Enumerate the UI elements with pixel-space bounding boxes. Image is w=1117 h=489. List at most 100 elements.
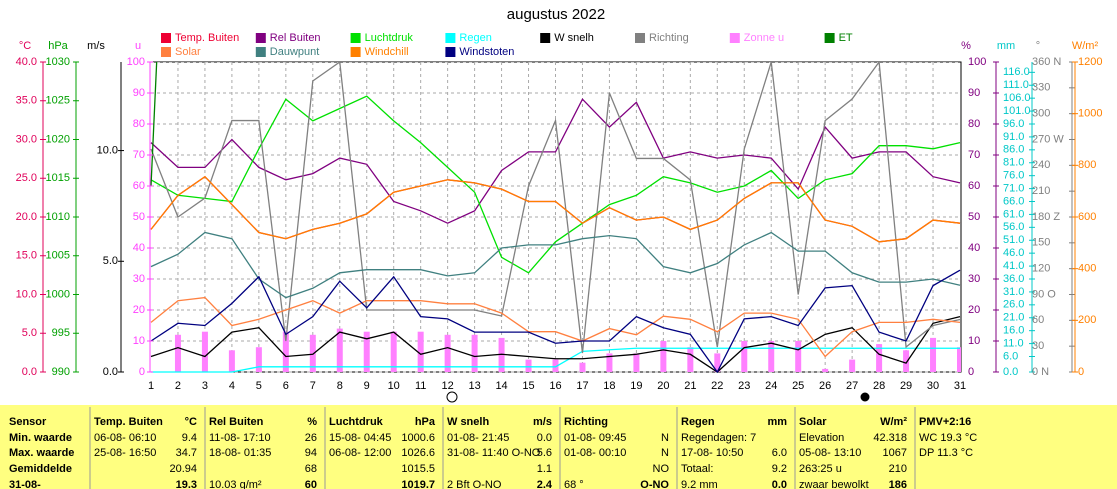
cell-value: N (661, 447, 669, 459)
x-tick-label: 22 (711, 380, 723, 392)
cell-value: 1015.5 (401, 463, 435, 475)
y-tick-label: 31.0 (1003, 286, 1024, 298)
x-tick-label: 1 (148, 380, 154, 392)
legend-swatch (445, 47, 456, 57)
y-tick-label: 995 (52, 327, 70, 339)
legend-swatch (729, 33, 740, 43)
cell-value: 94 (305, 447, 317, 459)
legend-swatch (635, 33, 645, 43)
y-tick-label: 1005 (46, 250, 70, 262)
bar (687, 347, 694, 372)
y-tick-label: 61.0 (1003, 208, 1024, 220)
y-tick-label: 1025 (46, 95, 70, 107)
y-tick-label: 51.0 (1003, 234, 1024, 246)
column-title: Regen (681, 416, 715, 428)
cell-label: 31-08- 11:40 O-NO (447, 447, 541, 459)
legend-label: Richting (649, 32, 689, 44)
table-background (0, 405, 1117, 489)
y-tick-label: 30 (968, 273, 980, 285)
x-tick-label: 20 (657, 380, 669, 392)
bar (417, 331, 424, 372)
y-tick-label: 270 W (1032, 133, 1064, 145)
y-tick-label: 30 (133, 273, 145, 285)
legend-swatch (824, 33, 835, 43)
y-tick-label: 5.0 (103, 255, 118, 267)
cell-value: 60 (305, 479, 317, 489)
legend-label: Rel Buiten (270, 32, 321, 44)
column-unit: m/s (533, 416, 552, 428)
y-tick-label: 10 (968, 335, 980, 347)
y-tick-label: 990 (52, 366, 70, 378)
chart-title: augustus 2022 (507, 6, 605, 23)
y-tick-label: 60 (133, 180, 145, 192)
y-tick-label: 106.0 (1003, 92, 1031, 104)
y-tick-label: 25.0 (16, 172, 37, 184)
y-tick-label: 90 (968, 87, 980, 99)
y-tick-label: 40 (133, 242, 145, 254)
y-tick-label: 800 (1078, 159, 1096, 171)
line (150, 296, 961, 358)
column-title: Temp. Buiten (94, 416, 163, 428)
y-tick-label: 0 N (1032, 366, 1049, 378)
bar (390, 331, 397, 372)
x-tick-label: 15 (522, 380, 534, 392)
bar (795, 341, 802, 372)
cell-value: 0.0 (772, 479, 787, 489)
bar (660, 341, 667, 372)
cell-label: WC 19.3 °C (919, 432, 977, 444)
x-tick-label: 28 (873, 380, 885, 392)
cell-label: Min. waarde (9, 432, 72, 444)
bar (930, 337, 937, 372)
bar (444, 334, 451, 372)
bar (768, 341, 775, 372)
legend-swatch (161, 33, 171, 43)
cell-value: 210 (889, 463, 907, 475)
axis-unit: u (135, 40, 141, 52)
y-tick-label: 1000 (1078, 108, 1102, 120)
column-title: PMV+2:16 (919, 416, 971, 428)
y-tick-label: 0 (1078, 366, 1084, 378)
bar (336, 328, 343, 372)
axis-unit: hPa (48, 40, 68, 52)
x-tick-label: 14 (495, 380, 507, 392)
cell-label: 15-08- 04:45 (329, 432, 391, 444)
cell-label: 10.03 g/m² (209, 479, 262, 489)
cell-value: 9.4 (182, 432, 197, 444)
bar (579, 362, 586, 372)
y-tick-label: 1200 (1078, 56, 1102, 68)
legend-swatch (255, 47, 266, 57)
x-tick-label: 7 (310, 380, 316, 392)
x-tick-label: 6 (283, 380, 289, 392)
y-tick-label: 90 O (1032, 288, 1056, 300)
legend-label: Windstoten (459, 46, 514, 58)
y-tick-label: 600 (1078, 211, 1096, 223)
x-tick-label: 29 (900, 380, 912, 392)
line (150, 231, 961, 299)
x-tick-label: 5 (256, 380, 262, 392)
cell-label: Regendagen: 7 (681, 432, 756, 444)
cell-value: 19.3 (176, 479, 197, 489)
cell-value: 2.4 (537, 479, 553, 489)
line (150, 316, 961, 373)
legend-label: Solar (175, 46, 201, 58)
y-tick-label: 1010 (46, 211, 70, 223)
cell-label: 9.2 mm (681, 479, 718, 489)
y-tick-label: 0.0 (1003, 366, 1018, 378)
y-tick-label: 20 (133, 304, 145, 316)
bar (606, 353, 613, 372)
y-tick-label: 0.0 (22, 366, 37, 378)
line (150, 62, 158, 187)
y-tick-label: 91.0 (1003, 131, 1024, 143)
y-tick-label: 26.0 (1003, 299, 1024, 311)
column-unit: W/m² (880, 416, 907, 428)
cell-label: 68 ° (564, 479, 584, 489)
y-tick-label: 60 (1032, 314, 1044, 326)
y-tick-label: 41.0 (1003, 260, 1024, 272)
column-title: Solar (799, 416, 827, 428)
y-tick-label: 36.0 (1003, 273, 1024, 285)
cell-value: 1026.6 (401, 447, 435, 459)
y-tick-label: 46.0 (1003, 247, 1024, 259)
axis-unit: m/s (87, 40, 105, 52)
x-tick-label: 24 (765, 380, 777, 392)
legend-swatch (161, 47, 171, 57)
